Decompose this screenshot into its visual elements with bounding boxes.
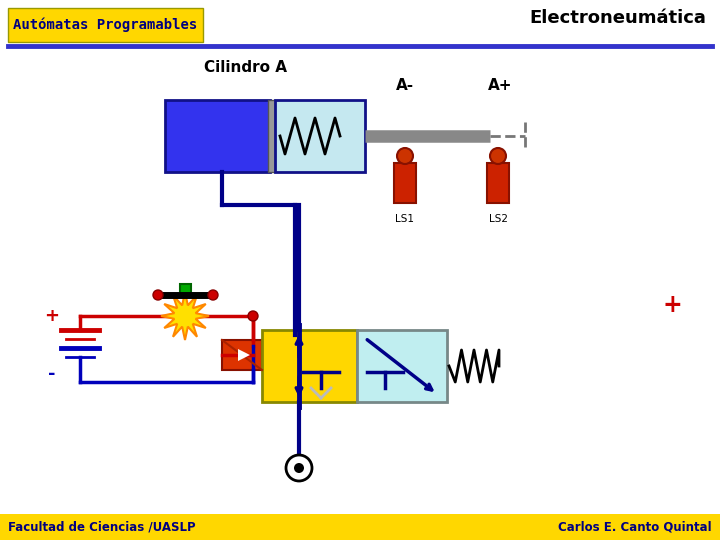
FancyBboxPatch shape (0, 514, 720, 540)
Circle shape (294, 463, 304, 473)
FancyBboxPatch shape (357, 330, 447, 402)
FancyBboxPatch shape (222, 340, 262, 370)
Text: A-: A- (396, 78, 414, 92)
FancyBboxPatch shape (180, 284, 191, 296)
FancyBboxPatch shape (8, 8, 203, 42)
Circle shape (153, 290, 163, 300)
Circle shape (248, 311, 258, 321)
Text: Cilindro A: Cilindro A (204, 60, 287, 76)
Text: Carlos E. Canto Quintal: Carlos E. Canto Quintal (559, 521, 712, 534)
Text: Electroneumática: Electroneumática (529, 9, 706, 27)
Text: Autómatas Programables: Autómatas Programables (13, 18, 197, 32)
Text: +: + (45, 307, 60, 325)
Circle shape (490, 148, 506, 164)
Text: -: - (48, 365, 55, 383)
FancyBboxPatch shape (165, 100, 270, 172)
Polygon shape (161, 292, 209, 340)
Text: Facultad de Ciencias /UASLP: Facultad de Ciencias /UASLP (8, 521, 196, 534)
FancyBboxPatch shape (262, 330, 357, 402)
FancyBboxPatch shape (394, 163, 416, 203)
Circle shape (286, 455, 312, 481)
FancyBboxPatch shape (275, 100, 365, 172)
Text: LS2: LS2 (488, 214, 508, 224)
Text: +: + (662, 293, 682, 317)
FancyBboxPatch shape (487, 163, 509, 203)
FancyBboxPatch shape (268, 100, 275, 172)
Circle shape (397, 148, 413, 164)
Text: A+: A+ (487, 78, 512, 92)
Polygon shape (238, 349, 250, 361)
Circle shape (208, 290, 218, 300)
Text: LS1: LS1 (395, 214, 415, 224)
